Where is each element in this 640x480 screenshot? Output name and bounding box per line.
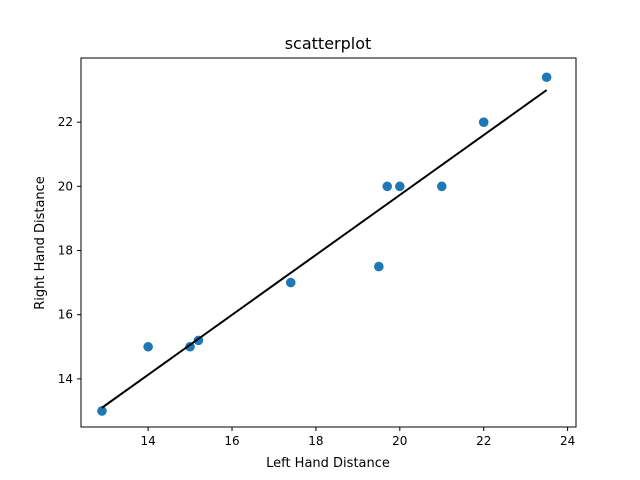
chart-title: scatterplot bbox=[285, 34, 372, 53]
y-tick-label: 16 bbox=[58, 308, 73, 322]
scatter-point bbox=[285, 277, 296, 288]
scatter-point bbox=[395, 181, 405, 192]
y-tick-label: 22 bbox=[58, 115, 73, 129]
scatter-point bbox=[97, 406, 107, 416]
scatter-point bbox=[436, 181, 447, 192]
x-axis-label: Left Hand Distance bbox=[266, 456, 390, 471]
axes: 14 16 18 20 22 24 14 16 18 20 22 bbox=[58, 57, 577, 448]
scatter-point bbox=[374, 261, 384, 272]
plot-area bbox=[97, 72, 552, 416]
scatter-point bbox=[382, 181, 393, 192]
x-tick-label: 20 bbox=[392, 434, 407, 448]
x-tick-label: 24 bbox=[560, 434, 575, 448]
scatter-point bbox=[143, 341, 153, 352]
scatter-point bbox=[185, 341, 195, 352]
x-tick-label: 16 bbox=[224, 434, 239, 448]
y-tick-label: 18 bbox=[58, 244, 73, 258]
x-tick-label: 22 bbox=[476, 434, 491, 448]
x-tick-label: 14 bbox=[140, 434, 155, 448]
scatter-point bbox=[478, 117, 489, 127]
y-tick-label: 20 bbox=[58, 179, 73, 193]
y-tick-label: 14 bbox=[58, 372, 73, 386]
fit-line bbox=[101, 89, 548, 409]
x-tick-label: 18 bbox=[308, 434, 323, 448]
axes-frame bbox=[80, 57, 577, 428]
scatter-point bbox=[541, 72, 552, 83]
y-axis-label: Right Hand Distance bbox=[33, 176, 48, 310]
